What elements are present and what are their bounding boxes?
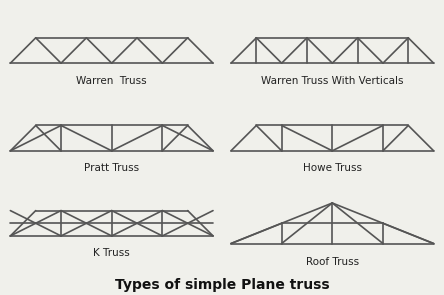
Text: Howe Truss: Howe Truss: [303, 163, 362, 173]
Text: Pratt Truss: Pratt Truss: [84, 163, 139, 173]
Text: Types of simple Plane truss: Types of simple Plane truss: [115, 278, 329, 292]
Text: Roof Truss: Roof Truss: [306, 257, 359, 267]
Text: Warren  Truss: Warren Truss: [76, 76, 147, 86]
Text: Warren Truss With Verticals: Warren Truss With Verticals: [261, 76, 404, 86]
Text: K Truss: K Truss: [93, 248, 130, 258]
